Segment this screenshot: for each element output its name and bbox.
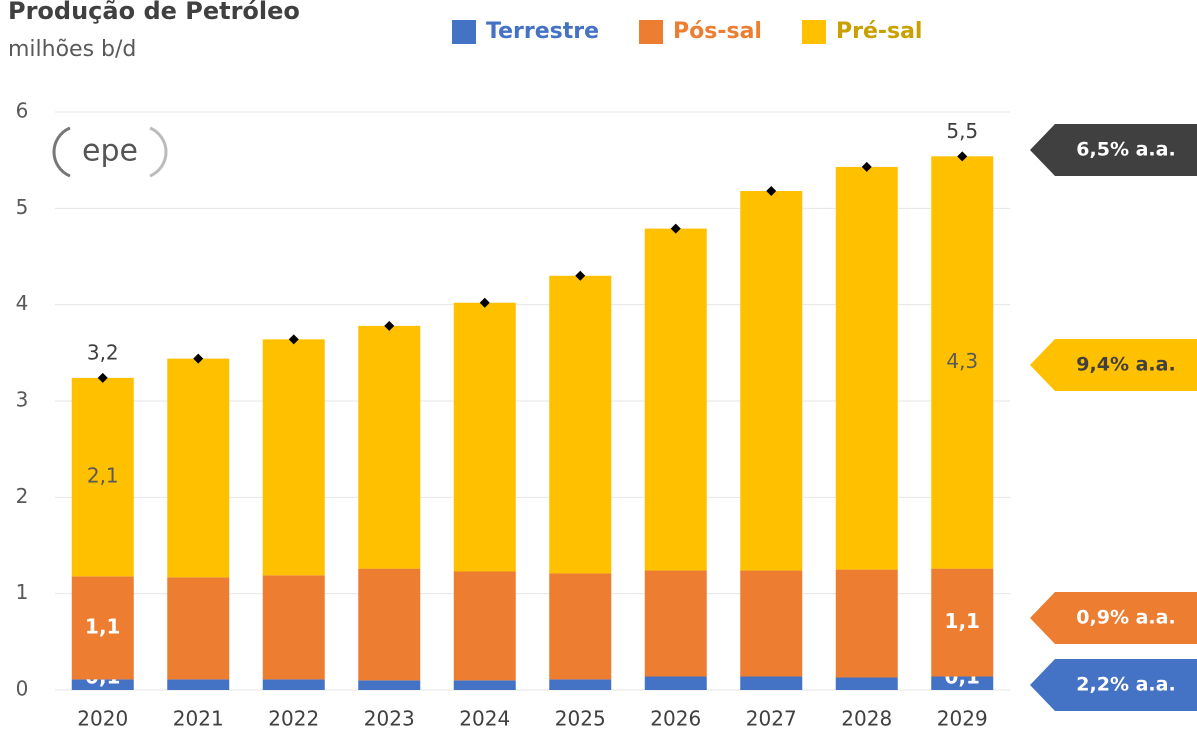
bar-segment xyxy=(549,679,612,690)
x-tick-label: 2028 xyxy=(841,707,892,731)
chart-title: Produção de Petróleo xyxy=(8,0,300,25)
bar-segment xyxy=(835,569,898,678)
growth-tag-label: 9,4% a.a. xyxy=(1076,354,1175,376)
data-label: 2,1 xyxy=(87,464,119,488)
logo-bracket xyxy=(149,126,168,178)
y-tick-label: 1 xyxy=(16,580,29,604)
bar-segment xyxy=(740,190,803,571)
bar-segment xyxy=(167,577,230,680)
bar-segment xyxy=(358,325,421,569)
bar-segment xyxy=(644,570,707,677)
legend-label: Pré-sal xyxy=(836,19,923,44)
bar-segment xyxy=(71,377,134,577)
growth-tag xyxy=(1030,659,1197,711)
total-marker xyxy=(97,372,108,383)
legend-label: Pós-sal xyxy=(673,19,762,44)
data-label: 1,1 xyxy=(85,614,120,638)
bar-segment xyxy=(740,676,803,690)
data-label: 4,3 xyxy=(946,349,978,373)
bar-segment xyxy=(931,568,994,677)
legend-label: Terrestre xyxy=(486,19,599,44)
growth-tag-label: 0,9% a.a. xyxy=(1076,607,1175,629)
growth-tag xyxy=(1030,592,1197,644)
x-tick-label: 2024 xyxy=(459,707,510,731)
logo-bracket xyxy=(52,126,71,178)
bar-segment xyxy=(549,275,612,574)
bar-segment xyxy=(453,680,516,690)
bar-segment xyxy=(740,570,803,677)
logo: epe xyxy=(52,126,168,178)
legend-swatch xyxy=(639,20,664,44)
total-marker xyxy=(384,320,395,331)
chart-subtitle: milhões b/d xyxy=(8,37,136,62)
total-label: 3,2 xyxy=(87,340,119,364)
bar-segment xyxy=(644,228,707,571)
bar-segment xyxy=(549,573,612,680)
bar-segment xyxy=(931,156,994,569)
bar-segment xyxy=(644,676,707,690)
growth-tag xyxy=(1030,339,1197,391)
bar-segment xyxy=(71,679,134,690)
logo-text: epe xyxy=(82,134,138,169)
bar-segment xyxy=(262,679,325,690)
y-tick-label: 0 xyxy=(16,677,29,701)
growth-tag-label: 6,5% a.a. xyxy=(1076,139,1175,161)
x-tick-label: 2027 xyxy=(746,707,797,731)
legend-swatch xyxy=(801,20,826,44)
growth-tag-label: 2,2% a.a. xyxy=(1076,674,1175,696)
bar-segment xyxy=(71,576,134,680)
bar-segment xyxy=(835,677,898,690)
x-tick-label: 2022 xyxy=(268,707,319,731)
y-tick-label: 2 xyxy=(16,484,29,508)
x-tick-label: 2025 xyxy=(555,707,606,731)
total-marker xyxy=(766,185,777,196)
bar-segment xyxy=(835,166,898,570)
bar-segment xyxy=(931,676,994,690)
y-tick-label: 4 xyxy=(16,291,29,315)
x-tick-label: 2020 xyxy=(77,707,128,731)
bar-segment xyxy=(262,339,325,576)
x-tick-label: 2029 xyxy=(937,707,988,731)
total-marker xyxy=(670,223,681,234)
total-marker xyxy=(479,297,490,308)
bar-segment xyxy=(167,679,230,690)
bar-segment xyxy=(167,358,230,578)
y-tick-label: 6 xyxy=(16,99,29,123)
y-tick-label: 5 xyxy=(16,195,29,219)
x-tick-label: 2026 xyxy=(650,707,701,731)
bar-segment xyxy=(453,571,516,681)
legend-swatch xyxy=(452,20,476,44)
data-label: 1,1 xyxy=(945,609,980,633)
bar-segment xyxy=(453,302,516,572)
total-marker xyxy=(957,151,968,162)
bar-segment xyxy=(262,575,325,680)
total-label: 5,5 xyxy=(946,119,978,143)
total-marker xyxy=(575,270,586,281)
y-tick-label: 3 xyxy=(16,388,29,412)
total-marker xyxy=(861,161,872,172)
total-marker xyxy=(193,353,204,364)
total-marker xyxy=(288,334,299,345)
x-tick-label: 2023 xyxy=(364,707,415,731)
bar-segment xyxy=(358,680,421,690)
x-tick-label: 2021 xyxy=(173,707,224,731)
bar-segment xyxy=(358,568,421,681)
growth-tag xyxy=(1030,124,1197,176)
